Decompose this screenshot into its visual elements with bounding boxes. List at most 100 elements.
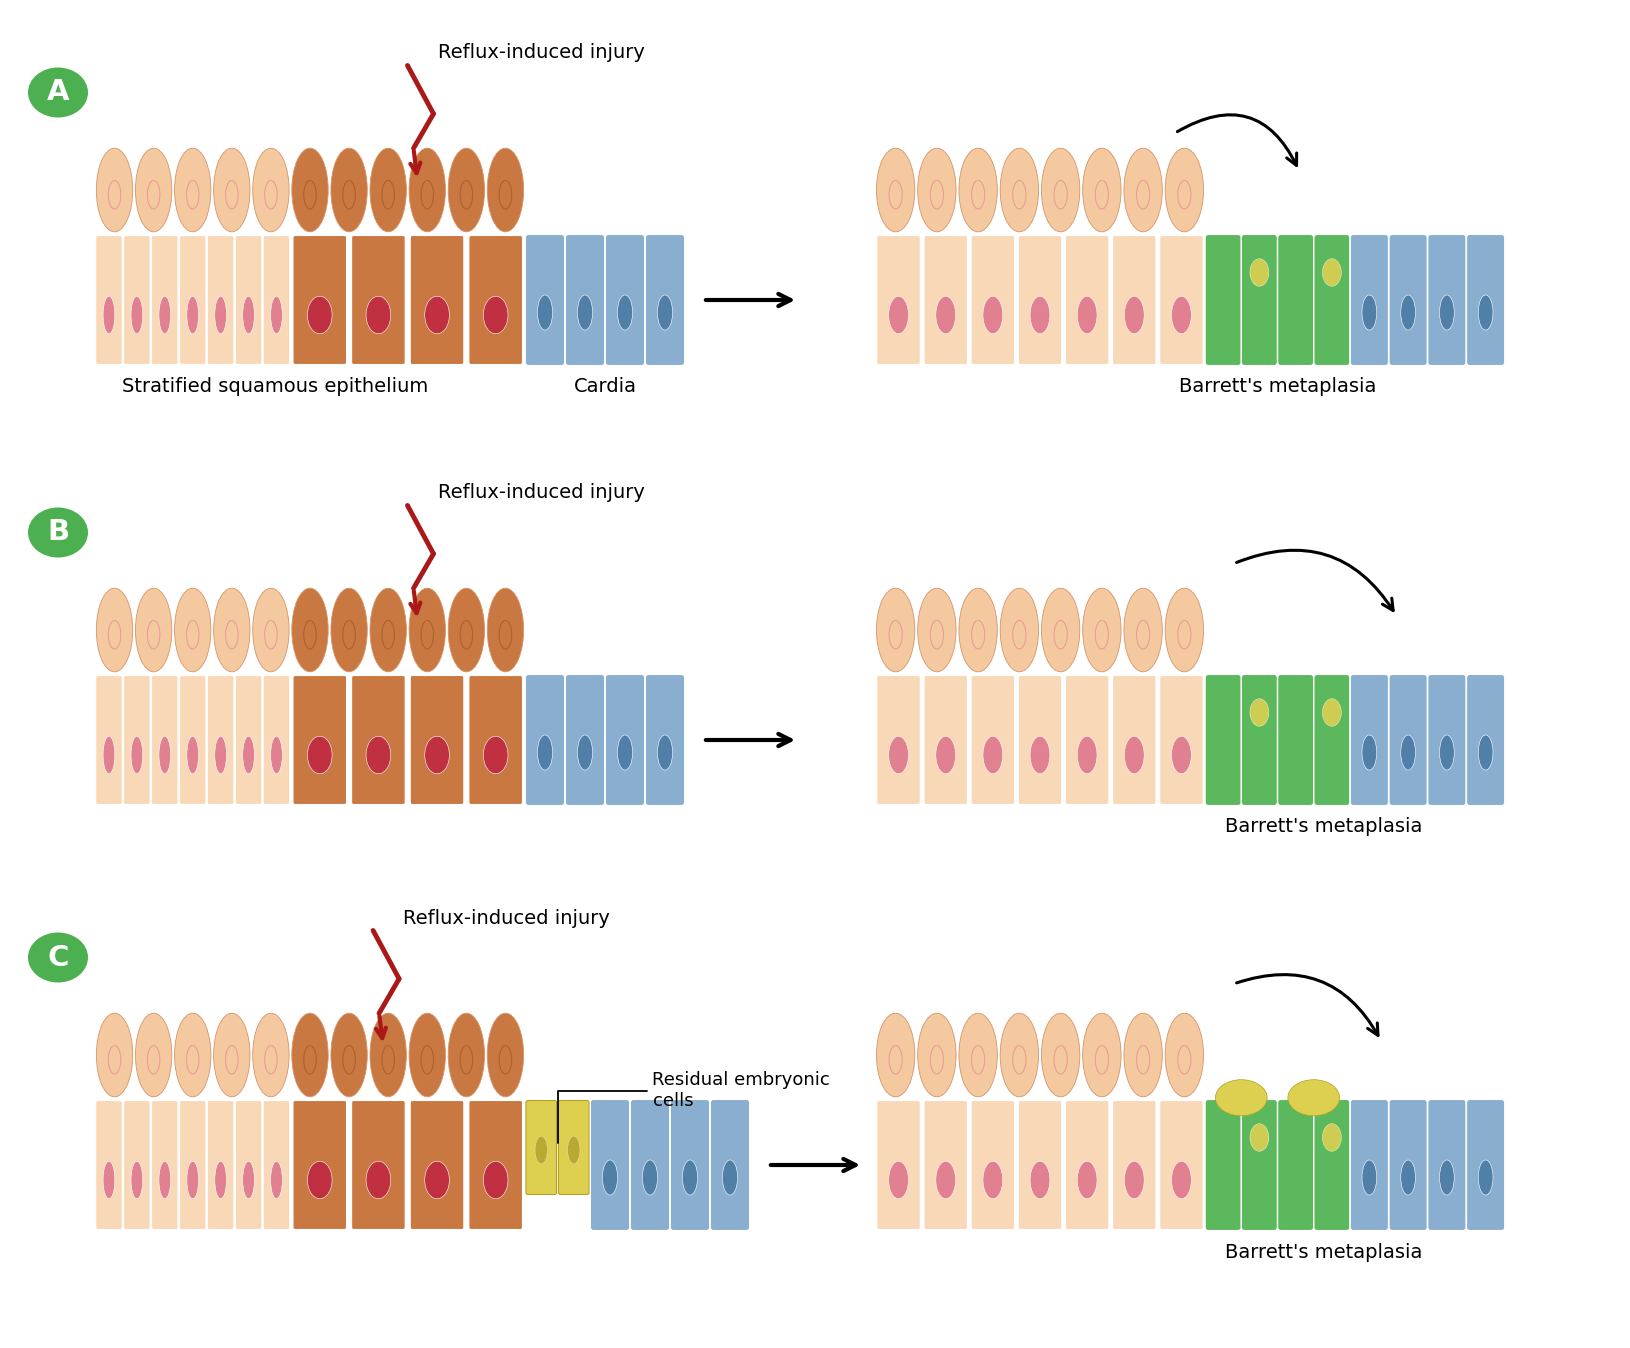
Ellipse shape <box>918 148 957 232</box>
FancyBboxPatch shape <box>971 236 1014 364</box>
Ellipse shape <box>1125 148 1162 232</box>
Ellipse shape <box>96 148 132 232</box>
Ellipse shape <box>160 736 171 774</box>
Ellipse shape <box>918 1014 957 1097</box>
Ellipse shape <box>253 588 289 671</box>
FancyBboxPatch shape <box>645 235 685 365</box>
Ellipse shape <box>187 297 199 334</box>
Ellipse shape <box>214 1014 249 1097</box>
Ellipse shape <box>1077 1161 1097 1198</box>
Ellipse shape <box>484 297 509 334</box>
Ellipse shape <box>657 735 673 770</box>
Ellipse shape <box>888 297 908 334</box>
Ellipse shape <box>1400 735 1415 770</box>
Ellipse shape <box>1478 1161 1493 1194</box>
Ellipse shape <box>888 1161 908 1198</box>
Ellipse shape <box>877 148 914 232</box>
FancyBboxPatch shape <box>670 1100 709 1231</box>
Ellipse shape <box>1400 295 1415 330</box>
Text: Cardia: Cardia <box>574 377 636 396</box>
FancyBboxPatch shape <box>1159 675 1203 805</box>
Ellipse shape <box>538 735 553 770</box>
Ellipse shape <box>1363 735 1377 770</box>
FancyBboxPatch shape <box>1113 236 1156 364</box>
FancyBboxPatch shape <box>566 674 605 806</box>
FancyBboxPatch shape <box>1428 674 1465 806</box>
Ellipse shape <box>367 297 391 334</box>
FancyBboxPatch shape <box>293 236 347 364</box>
FancyBboxPatch shape <box>645 674 685 806</box>
Ellipse shape <box>103 297 114 334</box>
Ellipse shape <box>174 588 210 671</box>
FancyBboxPatch shape <box>525 235 564 365</box>
FancyBboxPatch shape <box>1019 236 1061 364</box>
FancyBboxPatch shape <box>1389 1100 1428 1231</box>
FancyBboxPatch shape <box>924 1100 968 1229</box>
Ellipse shape <box>243 297 254 334</box>
FancyBboxPatch shape <box>207 675 235 805</box>
Ellipse shape <box>370 588 406 671</box>
Ellipse shape <box>1322 698 1341 727</box>
FancyBboxPatch shape <box>1242 1100 1278 1231</box>
Ellipse shape <box>1042 148 1079 232</box>
Ellipse shape <box>484 1161 509 1198</box>
Ellipse shape <box>135 1014 171 1097</box>
FancyBboxPatch shape <box>1159 236 1203 364</box>
Ellipse shape <box>958 1014 998 1097</box>
Ellipse shape <box>187 1161 199 1198</box>
FancyBboxPatch shape <box>1428 1100 1465 1231</box>
FancyBboxPatch shape <box>96 236 122 364</box>
Ellipse shape <box>1288 1080 1340 1116</box>
FancyBboxPatch shape <box>1467 235 1504 365</box>
FancyBboxPatch shape <box>525 674 564 806</box>
FancyBboxPatch shape <box>469 1100 523 1229</box>
Ellipse shape <box>1250 1124 1268 1151</box>
Ellipse shape <box>958 588 998 671</box>
Ellipse shape <box>983 1161 1002 1198</box>
Ellipse shape <box>567 1136 580 1163</box>
Ellipse shape <box>1030 736 1050 774</box>
Ellipse shape <box>1077 736 1097 774</box>
FancyBboxPatch shape <box>411 236 465 364</box>
FancyBboxPatch shape <box>96 675 122 805</box>
FancyBboxPatch shape <box>207 236 235 364</box>
Ellipse shape <box>160 297 171 334</box>
Ellipse shape <box>215 736 227 774</box>
Ellipse shape <box>535 1136 548 1163</box>
Ellipse shape <box>487 588 523 671</box>
Ellipse shape <box>409 1014 445 1097</box>
Ellipse shape <box>577 295 593 330</box>
Ellipse shape <box>130 736 143 774</box>
FancyBboxPatch shape <box>1019 1100 1061 1229</box>
FancyBboxPatch shape <box>1428 235 1465 365</box>
FancyBboxPatch shape <box>262 1100 290 1229</box>
FancyBboxPatch shape <box>711 1100 750 1231</box>
Ellipse shape <box>135 148 171 232</box>
FancyBboxPatch shape <box>1314 674 1350 806</box>
Ellipse shape <box>308 736 333 774</box>
FancyBboxPatch shape <box>179 236 205 364</box>
FancyBboxPatch shape <box>1278 1100 1314 1231</box>
FancyBboxPatch shape <box>1113 675 1156 805</box>
FancyBboxPatch shape <box>469 675 523 805</box>
Ellipse shape <box>271 1161 282 1198</box>
Ellipse shape <box>1439 735 1454 770</box>
Ellipse shape <box>370 148 406 232</box>
FancyBboxPatch shape <box>124 675 150 805</box>
Ellipse shape <box>1216 1080 1267 1116</box>
Ellipse shape <box>1125 736 1144 774</box>
FancyBboxPatch shape <box>152 675 178 805</box>
Ellipse shape <box>331 148 367 232</box>
FancyBboxPatch shape <box>1205 674 1240 806</box>
Ellipse shape <box>1439 1161 1454 1194</box>
FancyBboxPatch shape <box>877 1100 921 1229</box>
Ellipse shape <box>877 1014 914 1097</box>
FancyBboxPatch shape <box>179 675 205 805</box>
Ellipse shape <box>1250 698 1268 727</box>
FancyBboxPatch shape <box>526 1100 556 1194</box>
FancyBboxPatch shape <box>235 1100 262 1229</box>
Ellipse shape <box>96 1014 132 1097</box>
Ellipse shape <box>1322 1124 1341 1151</box>
Ellipse shape <box>215 1161 227 1198</box>
Ellipse shape <box>425 297 450 334</box>
